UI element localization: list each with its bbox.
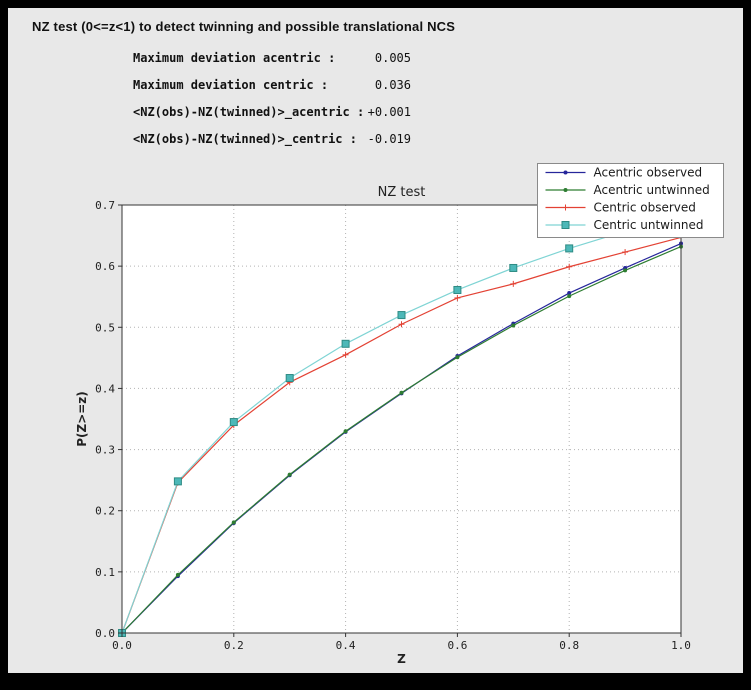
stat-value: 0.036 bbox=[374, 78, 411, 92]
stat-value: +0.001 bbox=[367, 105, 411, 119]
legend-item-label: Centric untwinned bbox=[594, 218, 704, 232]
point-marker bbox=[509, 263, 518, 272]
stat-row: Maximum deviation acentric : 0.005 bbox=[133, 51, 411, 78]
point-marker bbox=[623, 268, 628, 273]
stat-label: <NZ(obs)-NZ(twinned)>_centric : bbox=[133, 132, 357, 146]
y-tick-label: 0.7 bbox=[95, 199, 115, 212]
point-marker bbox=[287, 472, 292, 477]
point-marker bbox=[175, 572, 180, 577]
legend-item-label: Acentric untwinned bbox=[594, 183, 710, 197]
stat-label: <NZ(obs)-NZ(twinned)>_acentric : bbox=[133, 105, 365, 119]
point-marker bbox=[231, 520, 236, 525]
y-tick-label: 0.0 bbox=[95, 627, 115, 640]
stat-value: 0.005 bbox=[374, 51, 411, 65]
stat-row: Maximum deviation centric : 0.036 bbox=[133, 78, 411, 105]
y-tick-label: 0.2 bbox=[95, 505, 115, 518]
plot-area bbox=[122, 205, 681, 633]
stat-row: <NZ(obs)-NZ(twinned)>_centric : -0.019 bbox=[133, 132, 411, 159]
stat-label: Maximum deviation centric : bbox=[133, 78, 329, 92]
point-marker bbox=[567, 294, 572, 299]
point-marker bbox=[399, 390, 404, 395]
point-marker bbox=[229, 418, 238, 427]
nz-chart-svg: 0.0 0.2 0.4 0.6 0.8 1.0 0.0 0.1 0.2 0.3 0.4 0.5 0.6 0… bbox=[75, 163, 724, 666]
stat-row: <NZ(obs)-NZ(twinned)>_acentric : +0.001 bbox=[133, 105, 411, 132]
legend-item-label: Acentric observed bbox=[594, 166, 703, 180]
legend-item-label: Centric observed bbox=[594, 201, 696, 215]
axes-frame bbox=[121, 204, 682, 634]
y-tick-label: 0.1 bbox=[95, 566, 115, 579]
point-marker bbox=[341, 339, 350, 348]
y-tick-label: 0.5 bbox=[95, 321, 115, 334]
point-marker bbox=[565, 244, 574, 253]
x-axis-label: Z bbox=[397, 652, 406, 666]
page-title: NZ test (0<=z<1) to detect twinning and … bbox=[32, 19, 456, 34]
y-tick-label: 0.3 bbox=[95, 444, 115, 457]
point-marker bbox=[343, 429, 348, 434]
x-tick-label: 0.2 bbox=[224, 639, 244, 652]
x-tick-label: 0.6 bbox=[447, 639, 467, 652]
chart-title: NZ test bbox=[378, 185, 426, 200]
stats-block: Maximum deviation acentric :0.005 Maximum… bbox=[133, 51, 411, 159]
point-marker bbox=[563, 188, 568, 192]
point-marker bbox=[173, 477, 182, 486]
stat-value: -0.019 bbox=[367, 132, 411, 146]
x-tick-label: 0.4 bbox=[336, 639, 356, 652]
point-marker bbox=[455, 355, 460, 360]
point-marker bbox=[567, 291, 572, 296]
point-marker bbox=[453, 285, 462, 294]
point-marker bbox=[561, 221, 570, 229]
panel: NZ test (0<=z<1) to detect twinning and … bbox=[8, 8, 743, 673]
point-marker bbox=[397, 311, 406, 320]
y-tick-label: 0.6 bbox=[95, 260, 115, 273]
point-marker bbox=[511, 323, 516, 328]
y-axis-label: P(Z>=z) bbox=[75, 391, 89, 447]
x-tick-label: 0.8 bbox=[559, 639, 579, 652]
point-marker bbox=[285, 374, 294, 383]
x-tick-label: 1.0 bbox=[671, 639, 691, 652]
point-marker bbox=[563, 170, 568, 175]
stat-label: Maximum deviation acentric : bbox=[133, 51, 336, 65]
y-tick-label: 0.4 bbox=[95, 382, 115, 395]
x-tick-label: 0.0 bbox=[112, 639, 132, 652]
